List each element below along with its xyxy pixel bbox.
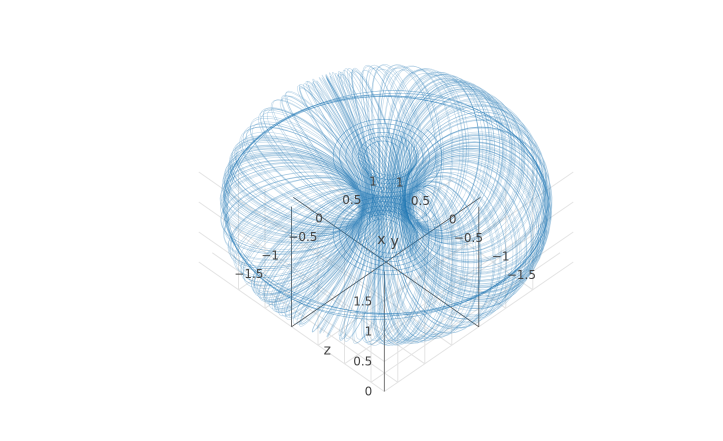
x-axis-title: x xyxy=(377,232,385,248)
trace-segment xyxy=(222,67,549,343)
trace-central-funnel xyxy=(359,150,418,233)
z-tick-label: 1 xyxy=(365,325,373,339)
trace-central-funnel xyxy=(386,134,409,257)
trace-central-funnel xyxy=(361,172,405,230)
tick-labels: −1.5 −1 −0.5 0 0.5 1 −1.5 −1 −0.5 0 0.5 1 0 0.5 1 1.5 xyxy=(234,174,536,398)
trace-central-funnel xyxy=(360,147,419,237)
z-tick-label: 1.5 xyxy=(353,295,372,309)
trace-central-funnel xyxy=(358,156,414,228)
trace-central-funnel xyxy=(374,143,415,259)
trace-central-funnel xyxy=(358,153,417,230)
axis-line-y0 xyxy=(291,196,481,328)
trace-segment xyxy=(220,65,551,345)
trace-outer-ridge xyxy=(227,94,545,316)
x-tick-label: 1 xyxy=(369,174,377,188)
y-tick-label: −1 xyxy=(492,249,510,263)
trace-bottom-spiral xyxy=(332,197,443,276)
y-tick-label: 0 xyxy=(449,212,457,226)
trace-central-funnel xyxy=(370,146,417,257)
y-tick-label: 1 xyxy=(396,175,404,189)
y-axis-title: y xyxy=(390,234,398,250)
trace-top-spiral xyxy=(332,119,443,198)
trace-segment xyxy=(221,66,550,344)
trace-central-funnel xyxy=(372,137,416,249)
trace-central-funnel xyxy=(359,159,419,246)
trace-central-funnel xyxy=(362,144,420,240)
trace-central-funnel xyxy=(362,165,403,221)
trace-segment xyxy=(219,64,553,346)
y-tick-label: −0.5 xyxy=(454,231,483,245)
trace-outer-ridge xyxy=(225,95,547,315)
trace-outer-ridge xyxy=(226,96,546,314)
x-tick-label: 0 xyxy=(315,211,323,225)
trace-central-funnel xyxy=(376,135,414,252)
trace-central-funnel xyxy=(359,159,411,225)
x-tick-label: −1 xyxy=(261,248,279,262)
y-tick-label: 0.5 xyxy=(411,194,430,208)
trace-central-funnel xyxy=(358,165,415,240)
z-tick-label: 0 xyxy=(365,385,373,399)
y-tick-label: −1.5 xyxy=(507,268,536,282)
x-tick-label: −1.5 xyxy=(234,267,263,281)
z-tick-label: 0.5 xyxy=(353,355,372,369)
z-axis-title: z xyxy=(324,343,331,359)
attractor-trace[interactable] xyxy=(219,64,553,346)
x-tick-label: −0.5 xyxy=(288,230,317,244)
x-tick-label: 0.5 xyxy=(342,193,361,207)
axis-titles: x y z xyxy=(324,232,399,358)
